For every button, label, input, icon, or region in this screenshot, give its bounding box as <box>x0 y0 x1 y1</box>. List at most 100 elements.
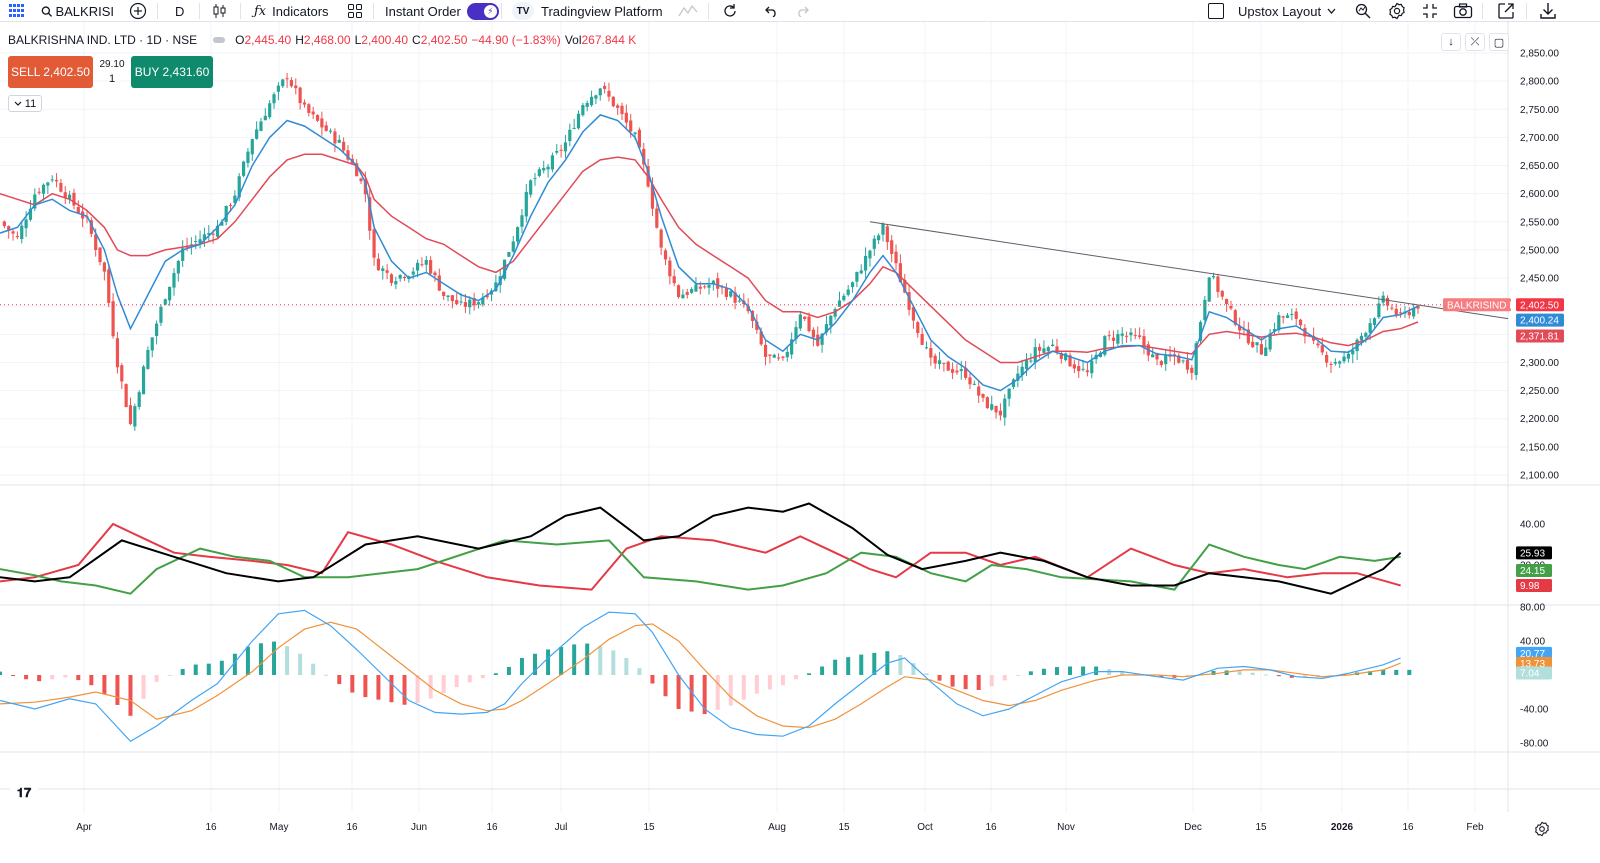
layout-checkbox[interactable] <box>1208 0 1224 22</box>
candle <box>772 353 776 358</box>
histogram-bar <box>324 674 329 676</box>
candle-style-icon[interactable] <box>212 0 228 22</box>
candle-body <box>1155 353 1159 360</box>
candle-body <box>1211 276 1216 278</box>
ema-slow-line <box>0 153 1419 364</box>
candle <box>668 256 672 285</box>
candle-body <box>1251 341 1255 348</box>
candle-body <box>894 251 898 264</box>
candle <box>415 259 420 278</box>
buy-button[interactable]: BUY 2,431.60 <box>131 56 213 88</box>
candle <box>563 135 568 159</box>
histogram-bar <box>937 675 942 681</box>
candle <box>346 145 350 162</box>
symbol-title[interactable]: BALKRISHNA IND. LTD · 1D · NSE <box>8 33 198 47</box>
candle-body <box>1116 334 1120 344</box>
timeaxis-settings-icon[interactable] <box>1534 821 1550 842</box>
candle-body <box>424 260 428 265</box>
candle <box>620 102 624 121</box>
candle <box>1181 359 1185 364</box>
candle-body <box>346 150 350 160</box>
candle-body <box>859 270 863 274</box>
indicators-button[interactable]: ƒx Indicators <box>254 0 329 22</box>
candle <box>694 277 698 293</box>
move-pane-down-icon[interactable]: ↓ <box>1441 33 1461 51</box>
fullscreen-icon[interactable] <box>1422 0 1438 22</box>
refresh-icon[interactable] <box>721 0 739 22</box>
candle <box>1198 320 1203 344</box>
candle-body <box>716 278 720 289</box>
candle-body <box>520 215 524 227</box>
histogram-bar <box>963 675 968 690</box>
tradingview-watermark-icon: 𝟏𝟕 <box>10 782 38 804</box>
candle-body <box>255 129 259 139</box>
candle <box>172 268 176 296</box>
candle-body <box>977 386 981 396</box>
settings-gear-icon[interactable] <box>1388 0 1406 22</box>
tradingview-platform-link[interactable]: TV Tradingview Platform <box>512 0 663 22</box>
chart-area[interactable]: 2,850.00 2,800.00 2,750.00 2,700.00 2,650.00… <box>0 22 1600 863</box>
symbol-search[interactable]: BALKRISI <box>41 0 114 22</box>
collapse-pane-icon[interactable]: ⤫ <box>1465 33 1485 51</box>
quick-search-icon[interactable] <box>1354 0 1372 22</box>
templates-icon[interactable] <box>347 0 363 22</box>
candle <box>1303 324 1307 344</box>
candle-body <box>1051 344 1055 347</box>
histogram-bar <box>232 653 237 675</box>
candle-body <box>246 151 250 163</box>
candle <box>37 187 41 195</box>
indicator-collapse-button[interactable]: 11 <box>8 95 42 112</box>
candle-body <box>472 297 476 306</box>
interval-button[interactable]: D <box>175 0 184 22</box>
candle <box>1003 394 1007 426</box>
time-tick-label: 2026 <box>1331 822 1354 833</box>
trendline[interactable] <box>869 221 1509 320</box>
order-quantity[interactable]: 1 <box>108 73 116 85</box>
camera-icon[interactable] <box>1453 0 1473 22</box>
candle-body <box>146 349 150 369</box>
candle-body <box>724 288 728 297</box>
time-axis[interactable]: Apr 16 May 16 Jun 16 Jul 15 Aug 15 Oct 16 Nov Dec 15 20… <box>76 822 1484 833</box>
candle-body <box>102 262 106 272</box>
spread-value: 29.10 <box>99 59 125 70</box>
maximize-pane-icon[interactable]: ▢ <box>1489 33 1509 51</box>
histogram-bar <box>415 675 420 703</box>
candle <box>289 77 294 88</box>
candle <box>946 360 950 371</box>
sell-button[interactable]: SELL 2,402.50 <box>8 56 93 88</box>
candle <box>624 104 628 130</box>
dmi-tick-label: 40.00 <box>1520 520 1545 531</box>
price-axis[interactable]: 2,850.00 2,800.00 2,750.00 2,700.00 2,650.00… <box>1443 49 1564 750</box>
candle-body <box>690 289 694 293</box>
candle <box>1064 352 1068 362</box>
candle <box>1111 330 1116 350</box>
candle <box>376 253 381 271</box>
candle <box>302 99 307 108</box>
candle-body <box>259 121 263 131</box>
alert-wave-icon <box>678 0 698 22</box>
candle-body <box>1346 353 1351 359</box>
candle <box>798 311 802 331</box>
download-icon[interactable] <box>1539 0 1557 22</box>
undo-icon[interactable] <box>762 0 778 22</box>
histogram-bar <box>350 675 355 693</box>
low-value: 2,400.40 <box>361 33 409 47</box>
histogram-bar <box>1237 671 1242 675</box>
layout-menu[interactable]: Upstox Layout <box>1238 0 1336 22</box>
symbol-price-tag: BALKRISIND EQ <box>1443 298 1524 312</box>
candle <box>837 291 842 307</box>
histogram-bar <box>219 660 224 675</box>
add-symbol-icon[interactable] <box>129 0 147 22</box>
redo-icon[interactable] <box>796 0 812 22</box>
histogram-bar <box>258 643 263 675</box>
apps-grid-icon[interactable] <box>9 0 25 22</box>
time-tick-label: 15 <box>1255 822 1267 833</box>
candle-body <box>24 219 28 229</box>
candle <box>1298 318 1303 330</box>
popout-icon[interactable] <box>1497 0 1515 22</box>
candle <box>33 188 37 212</box>
candle-body <box>1233 310 1237 325</box>
candle-body <box>120 365 124 382</box>
instant-order-toggle[interactable]: Instant Order ⚡ <box>385 0 499 22</box>
candle-body <box>1255 342 1259 346</box>
